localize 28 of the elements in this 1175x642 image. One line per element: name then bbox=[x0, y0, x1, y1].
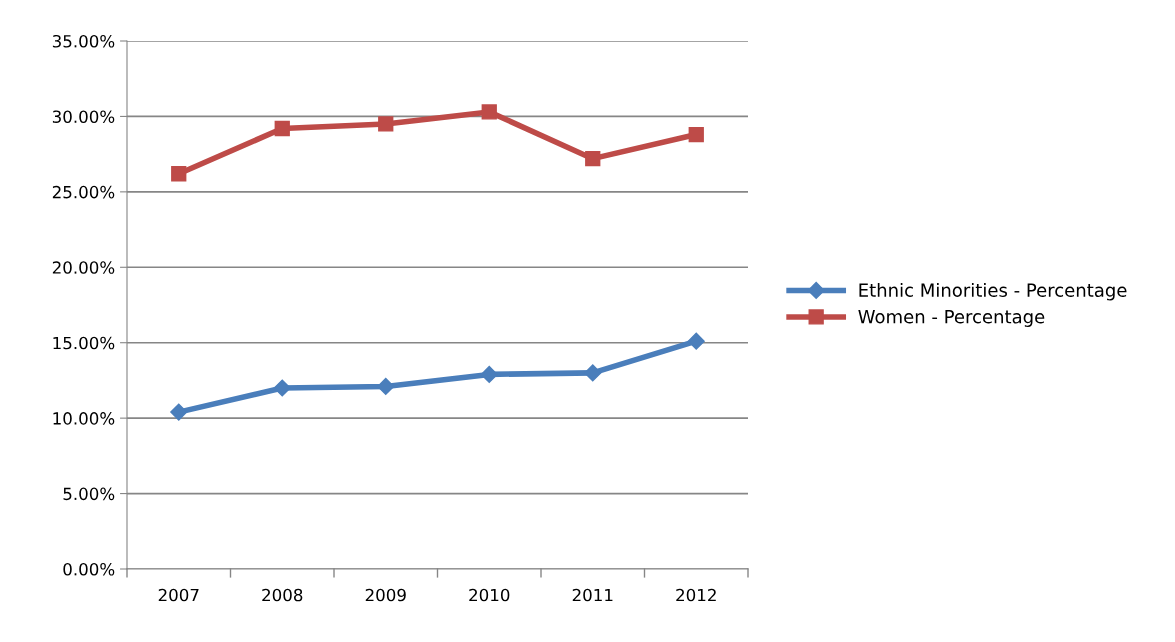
point bbox=[585, 151, 601, 167]
y-tick-label: 30.00% bbox=[52, 110, 115, 123]
legend-label: Women - Percentage bbox=[858, 310, 1045, 327]
y-tick-label: 5.00% bbox=[63, 487, 115, 501]
x-tick-label: 2011 bbox=[572, 588, 613, 602]
y-tick-label: 25.00% bbox=[52, 185, 115, 199]
x-tick-label: 2012 bbox=[676, 588, 716, 602]
point bbox=[171, 166, 187, 182]
y-tick-label: 35.00% bbox=[52, 34, 115, 48]
x-tick-label: 2010 bbox=[469, 588, 510, 602]
point bbox=[584, 364, 602, 382]
x-tick-label: 2007 bbox=[158, 588, 199, 602]
point bbox=[274, 120, 290, 137]
y-tick-label: 0.00% bbox=[63, 562, 115, 576]
y-tick-label: 20.00% bbox=[52, 261, 115, 274]
point bbox=[687, 332, 705, 350]
y-tick-label: 15.00% bbox=[53, 336, 115, 350]
point bbox=[378, 116, 394, 132]
point bbox=[480, 365, 498, 383]
x-tick-label: 2008 bbox=[262, 588, 303, 602]
point bbox=[377, 377, 395, 396]
point bbox=[481, 104, 497, 120]
legend-label: Ethnic Minorities - Percentage bbox=[859, 283, 1127, 301]
y-tick-label: 10.00% bbox=[53, 412, 115, 425]
x-tick-label: 2009 bbox=[365, 588, 406, 602]
point bbox=[170, 403, 188, 421]
point bbox=[273, 379, 291, 397]
point bbox=[688, 126, 704, 143]
